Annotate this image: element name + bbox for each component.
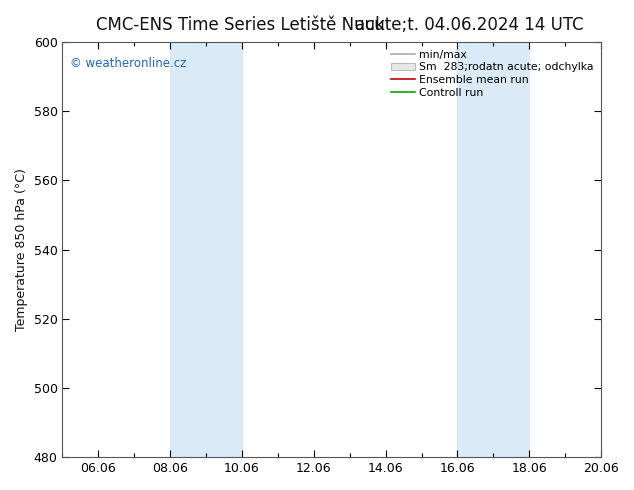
Bar [458,42,529,457]
Legend: min/max, Sm  283;rodatn acute; odchylka, Ensemble mean run, Controll run: min/max, Sm 283;rodatn acute; odchylka, … [389,48,596,100]
Text: acute;t. 04.06.2024 14 UTC: acute;t. 04.06.2024 14 UTC [355,16,583,34]
Text: CMC-ENS Time Series Letiště Nuuk: CMC-ENS Time Series Letiště Nuuk [96,16,385,34]
Bar [170,42,242,457]
Y-axis label: Temperature 850 hPa (°C): Temperature 850 hPa (°C) [15,168,28,331]
Text: © weatheronline.cz: © weatheronline.cz [70,56,187,70]
